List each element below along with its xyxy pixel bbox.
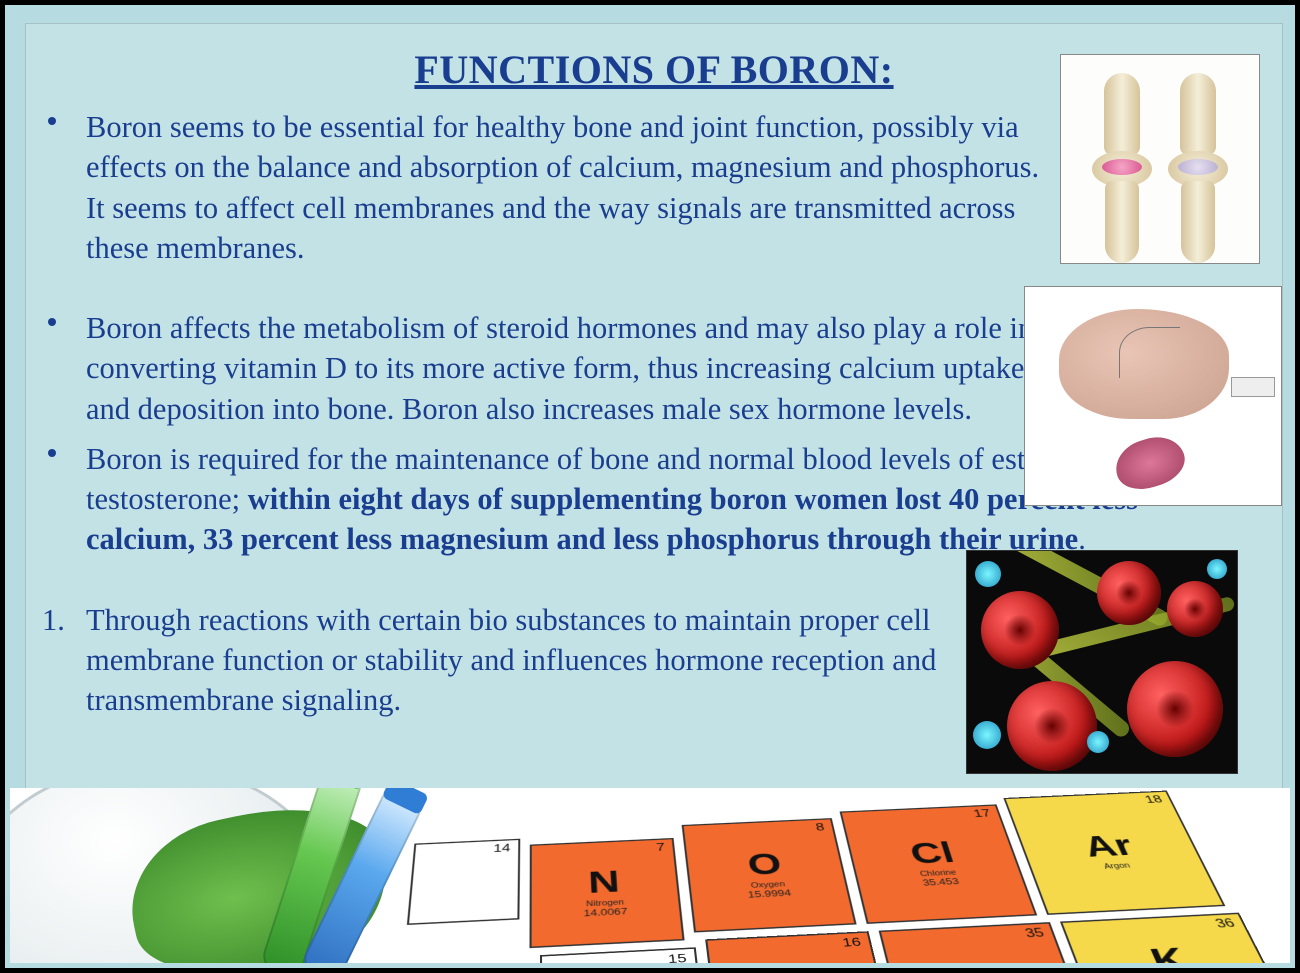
- element-mass: 15.9994: [747, 888, 792, 900]
- list-number: 1.: [42, 600, 65, 640]
- diagram-label: [1231, 377, 1275, 397]
- content-panel: FUNCTIONS OF BORON: Boron seems to be es…: [25, 23, 1283, 793]
- element-number: 14: [493, 843, 511, 855]
- bone-left-icon: [1094, 73, 1150, 263]
- liver-icon: [1059, 309, 1229, 419]
- element-symbol: Ar: [1078, 829, 1138, 863]
- element-symbol: O: [745, 848, 784, 883]
- element-mass: 35.453: [921, 876, 960, 887]
- element-number: 17: [972, 808, 992, 820]
- periodic-cell: 7NNitrogen14.0067: [530, 838, 685, 948]
- bullet-marker-icon: [48, 318, 56, 326]
- element-symbol: K: [1145, 942, 1195, 963]
- element-number: 15: [667, 952, 687, 963]
- element-number: 8: [815, 822, 826, 834]
- element-name: Argon: [1103, 862, 1132, 871]
- bullet-2-text: Boron affects the metabolism of steroid …: [86, 311, 1033, 426]
- element-symbol: N: [588, 865, 621, 900]
- blood-cells-image: [966, 550, 1238, 774]
- kidney-icon: [1109, 429, 1190, 496]
- element-number: 16: [841, 936, 862, 950]
- periodic-cell: 16S: [705, 931, 893, 963]
- periodic-cell: 36 K: [1060, 913, 1286, 963]
- liver-diagram-image: [1024, 286, 1282, 506]
- element-number: 7: [656, 842, 666, 854]
- knee-joint-image: [1060, 54, 1260, 264]
- periodic-cell: 35: [879, 922, 1085, 963]
- slide: FUNCTIONS OF BORON: Boron seems to be es…: [0, 0, 1300, 973]
- periodic-cell: 14: [407, 839, 520, 925]
- periodic-cell: 15: [540, 947, 707, 963]
- periodic-cell: 18 ArArgon: [1003, 791, 1225, 915]
- bullet-marker-icon: [48, 449, 56, 457]
- footer-periodic-strip: 147NNitrogen14.00678OOxygen15.99941516S1…: [10, 788, 1290, 963]
- element-mass: 14.0067: [583, 906, 627, 918]
- element-number: 18: [1143, 794, 1164, 805]
- bone-right-icon: [1170, 73, 1226, 263]
- element-symbol: Cl: [906, 836, 958, 870]
- bullet-1-text: Boron seems to be essential for healthy …: [86, 110, 1039, 265]
- element-number: 36: [1214, 917, 1238, 931]
- numbered-1-text: Through reactions with certain bio subst…: [86, 603, 936, 718]
- bullet-marker-icon: [48, 117, 56, 125]
- periodic-cell: 17ClChlorine35.453: [840, 804, 1038, 924]
- periodic-cell: 8OOxygen15.9994: [682, 818, 857, 932]
- element-number: 35: [1024, 927, 1047, 941]
